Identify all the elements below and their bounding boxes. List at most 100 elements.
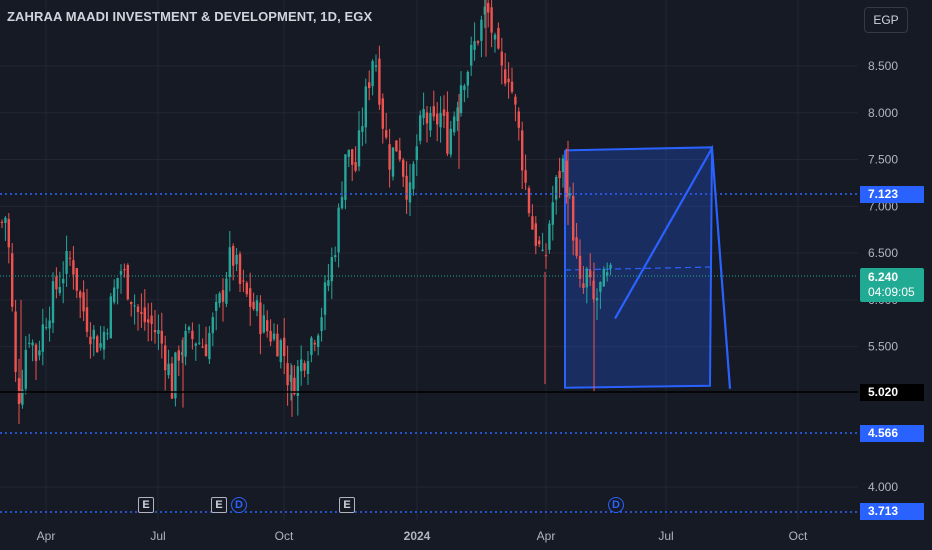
chart-grid — [0, 0, 858, 520]
candle-body — [313, 342, 316, 345]
candle-body — [215, 301, 218, 311]
candle-body — [347, 149, 350, 157]
y-tick-label: 7.500 — [868, 153, 898, 167]
candle-body — [17, 378, 21, 405]
candle-body — [402, 159, 405, 177]
currency-button[interactable]: EGP — [864, 7, 908, 33]
candle-body — [96, 336, 99, 353]
candle-body — [116, 277, 119, 289]
candle-body — [143, 307, 146, 323]
candle-body — [340, 196, 344, 209]
candle-body — [524, 170, 527, 183]
candle-body — [58, 287, 61, 293]
candle-body — [85, 307, 89, 332]
candle-body — [398, 150, 401, 160]
candle-body — [266, 320, 269, 332]
candle-body — [113, 287, 116, 303]
candle-body — [11, 253, 14, 307]
range-mid-line — [564, 266, 713, 271]
candle-body — [351, 149, 354, 165]
candle-body — [551, 202, 554, 225]
candle-body — [442, 109, 446, 116]
candle-body — [357, 130, 361, 167]
candle-body — [368, 82, 371, 89]
candle-body — [507, 78, 510, 83]
candle-body — [106, 333, 109, 335]
candle-body — [283, 337, 286, 357]
earnings-event-3[interactable]: E — [339, 497, 355, 513]
candle-body — [565, 160, 568, 197]
candle-body — [422, 108, 425, 119]
candle-body — [232, 246, 235, 266]
level-label-1: 7.123 — [860, 186, 924, 203]
earnings-event-2[interactable]: E — [211, 497, 227, 513]
current-price-tag: 6.240 04:09:05 — [860, 268, 924, 302]
candle-body — [527, 188, 531, 214]
earnings-event-1[interactable]: E — [138, 497, 154, 513]
candle-body — [174, 352, 177, 399]
candle-body — [272, 333, 276, 340]
y-tick-label: 8.000 — [868, 106, 898, 120]
candle-body — [109, 296, 112, 339]
candle-body — [470, 44, 473, 66]
candle-body — [415, 146, 418, 161]
candle-body — [575, 237, 578, 256]
candle-body — [208, 333, 211, 360]
candle-body — [476, 41, 480, 44]
x-tick-label: Jul — [150, 529, 165, 543]
candle-body — [177, 350, 180, 361]
candle-body — [75, 268, 78, 291]
level-label-2: 5.020 — [860, 384, 924, 401]
candle-body — [317, 335, 320, 347]
candle-body — [41, 324, 44, 352]
candle-body — [456, 107, 459, 122]
candle-body — [602, 268, 605, 287]
candle-body — [48, 320, 51, 329]
candle-body — [412, 163, 415, 190]
candle-body — [582, 283, 585, 288]
candle-body — [28, 342, 31, 344]
candle-body — [548, 223, 551, 250]
candle-body — [235, 254, 238, 265]
candle-body — [65, 251, 68, 274]
candle-body — [225, 278, 228, 304]
candle-body — [289, 375, 293, 382]
x-tick-label: Apr — [37, 529, 56, 543]
candle-body — [238, 253, 242, 285]
candle-body — [408, 182, 412, 203]
candle-body — [21, 389, 24, 405]
candle-body — [310, 337, 313, 355]
candle-body — [198, 342, 201, 344]
candle-body — [167, 363, 170, 376]
candle-body — [194, 343, 197, 346]
candle-body — [306, 361, 310, 374]
candle-body — [323, 282, 327, 315]
y-tick-label: 4.000 — [868, 480, 898, 494]
candle-body — [500, 51, 503, 66]
candle-body — [490, 7, 493, 33]
candle-body — [483, 6, 486, 15]
candle-body — [150, 315, 153, 325]
candle-body — [504, 69, 507, 84]
candle-body — [459, 85, 463, 113]
candle-body — [38, 350, 41, 356]
candle-body — [487, 3, 490, 13]
candle-body — [378, 58, 381, 105]
candle-body — [381, 98, 384, 129]
candle-body — [544, 255, 548, 257]
x-tick-label: Oct — [789, 529, 808, 543]
level-label-3: 4.566 — [860, 425, 924, 442]
candle-body — [595, 297, 599, 301]
candle-body — [68, 257, 72, 259]
candle-body — [45, 327, 48, 329]
candle-body — [364, 86, 367, 128]
dividend-event-2[interactable]: D — [608, 497, 624, 513]
candle-body — [391, 147, 395, 177]
candle-body — [371, 61, 374, 87]
x-tick-label: Apr — [537, 529, 556, 543]
dividend-event-1[interactable]: D — [231, 497, 247, 513]
candle-body — [259, 302, 262, 335]
candle-body — [354, 162, 357, 171]
candle-body — [252, 301, 255, 310]
